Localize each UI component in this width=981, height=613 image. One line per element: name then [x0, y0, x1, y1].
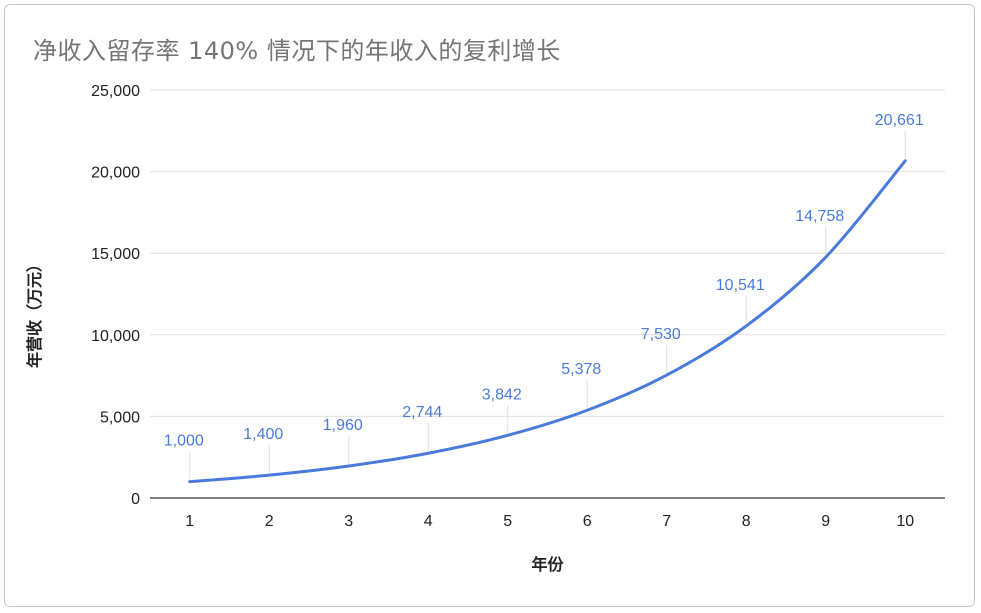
series-line [188, 159, 907, 484]
data-label: 1,960 [323, 417, 363, 434]
y-tick-label: 10,000 [91, 328, 140, 345]
axis-layer: 0 5,000 10,000 15,000 20,000 25,000 1 2 3 4 5 6 7 8 9 1… [91, 83, 945, 530]
y-tick-label: 5,000 [100, 409, 140, 426]
data-label: 10,541 [716, 277, 765, 294]
y-tick-label: 20,000 [91, 165, 140, 182]
data-label: 3,842 [482, 386, 522, 403]
data-label: 1,400 [243, 426, 283, 443]
label-layer: 1,000 1,400 1,960 2,744 3,842 5,378 7,530 10,54… [164, 112, 924, 480]
x-tick-label: 6 [583, 513, 592, 530]
chart-frame: 净收入留存率 140% 情况下的年收入的复利增长 [4, 4, 975, 607]
x-tick-label: 9 [821, 513, 830, 530]
x-tick-label: 2 [265, 513, 274, 530]
x-tick-label: 10 [896, 513, 914, 530]
series-layer [188, 159, 907, 484]
data-label: 14,758 [795, 208, 844, 225]
data-label: 7,530 [641, 326, 681, 343]
x-tick-label: 3 [344, 513, 353, 530]
data-label: 20,661 [875, 112, 924, 129]
x-tick-label: 1 [185, 513, 194, 530]
grid-layer [150, 89, 945, 417]
y-axis-title: 年营收（万元） [25, 256, 44, 368]
x-tick-label: 5 [503, 513, 512, 530]
data-label: 1,000 [164, 433, 204, 450]
y-tick-label: 15,000 [91, 246, 140, 263]
x-axis-title: 年份 [531, 555, 564, 574]
y-tick-label: 25,000 [91, 83, 140, 100]
data-label: 2,744 [402, 404, 442, 421]
x-tick-label: 8 [742, 513, 751, 530]
data-label: 5,378 [561, 361, 601, 378]
x-tick-label: 4 [424, 513, 433, 530]
x-tick-label: 7 [662, 513, 671, 530]
chart-title: 净收入留存率 140% 情况下的年收入的复利增长 [33, 37, 561, 65]
y-tick-label: 0 [131, 491, 140, 508]
